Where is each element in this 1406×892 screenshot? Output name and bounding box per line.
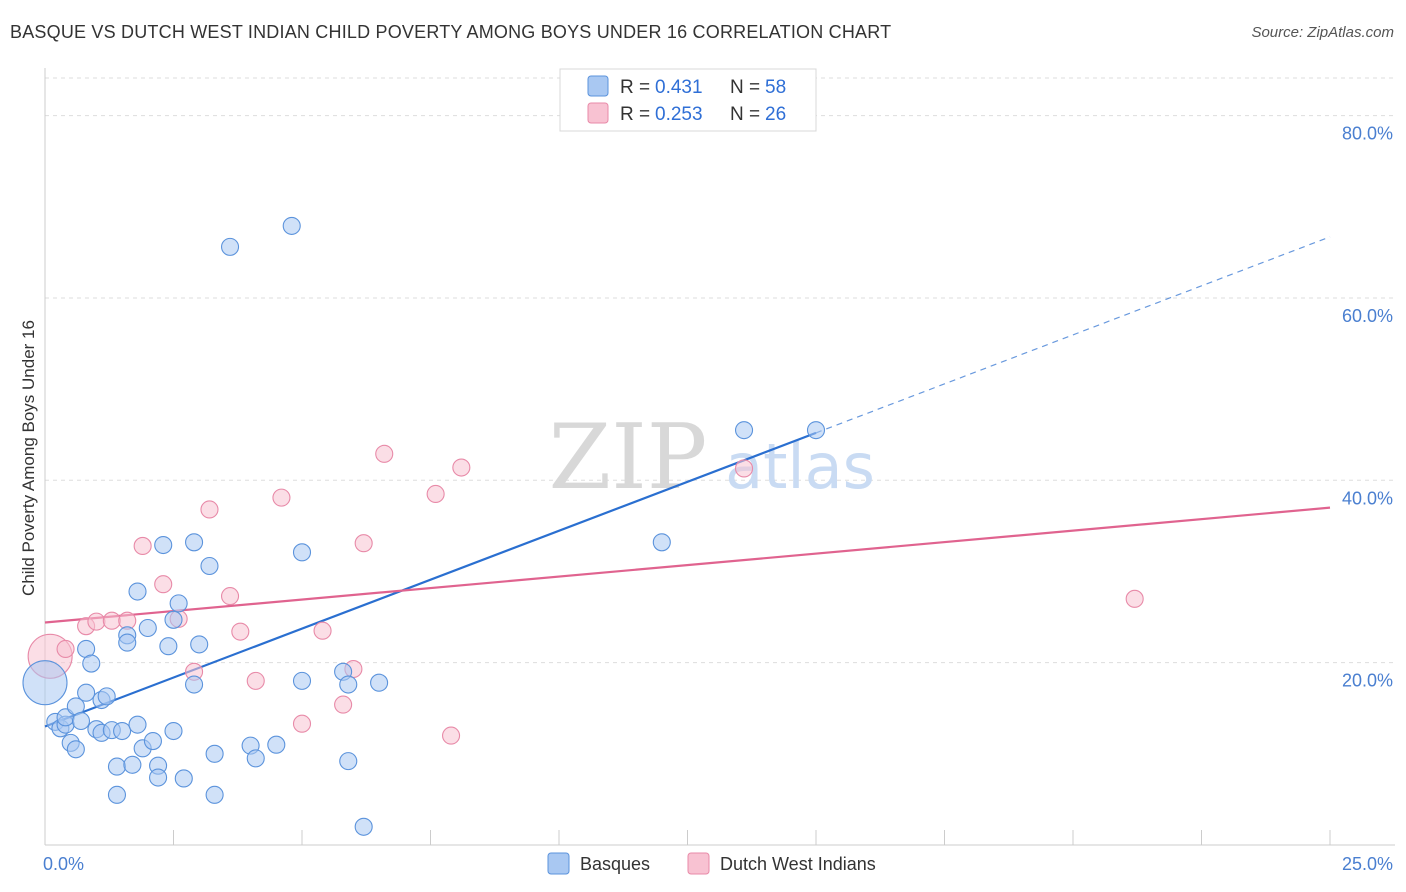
data-point-basques	[164, 721, 183, 741]
trend-line-dwi	[44, 506, 1331, 624]
data-point-basques	[82, 654, 101, 673]
top-legend: R = 0.431 N = 58 R = 0.253 N = 26	[559, 68, 817, 132]
data-point-dwi	[133, 536, 152, 555]
data-point-basques	[77, 683, 96, 702]
chart-title: BASQUE VS DUTCH WEST INDIAN CHILD POVERT…	[10, 22, 892, 42]
data-point-basques	[339, 752, 358, 771]
data-point-dwi	[231, 622, 250, 641]
data-points	[22, 216, 1144, 836]
legend-n-value-1: 58	[765, 77, 786, 98]
x-tick-labels: 0.0% 25.0%	[43, 854, 1393, 874]
y-axis-title: Child Poverty Among Boys Under 16	[19, 320, 38, 596]
data-point-basques	[107, 757, 127, 776]
data-point-basques	[128, 582, 147, 601]
data-point-dwi	[200, 500, 219, 519]
data-point-dwi	[452, 458, 471, 477]
data-point-basques	[154, 535, 173, 555]
legend-n-label-2: N =	[730, 104, 760, 125]
data-point-basques	[267, 735, 286, 754]
legend-swatch-basques	[587, 75, 609, 97]
data-point-basques	[282, 216, 301, 235]
data-point-basques	[292, 671, 312, 690]
data-point-basques	[149, 768, 168, 787]
data-point-basques	[66, 740, 85, 759]
y-tick-label: 40.0%	[1342, 488, 1393, 508]
data-point-dwi	[272, 488, 291, 507]
y-tick-label: 60.0%	[1342, 306, 1393, 326]
data-point-dwi	[354, 534, 373, 553]
data-point-basques	[22, 660, 68, 706]
data-point-basques	[370, 673, 389, 692]
bottom-legend: Basques Dutch West Indians	[547, 852, 876, 875]
legend-r-value-2: 0.253	[655, 104, 703, 125]
data-point-dwi	[313, 621, 332, 640]
y-tick-label: 80.0%	[1342, 124, 1393, 144]
x-tick-label: 0.0%	[43, 854, 84, 874]
data-point-basques	[246, 749, 265, 768]
data-point-basques	[113, 721, 132, 741]
data-point-dwi	[246, 671, 265, 690]
data-point-basques	[159, 637, 178, 656]
data-point-dwi	[734, 459, 754, 478]
data-point-basques	[200, 556, 219, 576]
data-point-basques	[185, 533, 204, 552]
y-tick-label: 20.0%	[1342, 671, 1393, 691]
trend-lines	[44, 236, 1331, 728]
data-point-dwi	[87, 612, 106, 631]
grid-lines	[45, 77, 1395, 664]
axes	[44, 68, 1395, 846]
data-point-basques	[220, 237, 240, 256]
data-point-basques	[164, 610, 183, 629]
data-point-basques	[205, 744, 224, 763]
bottom-legend-swatch-dwi	[687, 852, 710, 875]
source-label: Source: ZipAtlas.com	[1251, 24, 1394, 41]
data-point-basques	[190, 635, 209, 654]
bottom-legend-swatch-basques	[547, 852, 570, 875]
data-point-basques	[97, 687, 116, 706]
trend-line-basques	[44, 431, 817, 728]
data-point-basques	[354, 817, 373, 836]
data-point-dwi	[442, 726, 461, 745]
y-tick-labels: 20.0% 40.0% 60.0% 80.0%	[1342, 124, 1393, 691]
data-point-basques	[185, 675, 204, 694]
legend-swatch-dwi	[587, 102, 609, 124]
data-point-dwi	[334, 695, 353, 714]
data-point-dwi	[1125, 589, 1144, 608]
legend-r-value-1: 0.431	[655, 77, 703, 98]
legend-n-label-1: N =	[730, 77, 760, 98]
data-point-basques	[118, 633, 137, 652]
watermark-zip: ZIP	[549, 405, 708, 510]
data-point-basques	[123, 755, 142, 774]
data-point-basques	[143, 732, 162, 751]
data-point-basques	[71, 711, 91, 731]
data-point-basques	[107, 785, 127, 804]
data-point-basques	[292, 543, 312, 562]
data-point-basques	[339, 675, 358, 694]
data-point-basques	[734, 421, 754, 440]
data-point-basques	[652, 533, 671, 552]
legend-r-label-2: R =	[620, 104, 650, 125]
data-point-basques	[205, 785, 224, 804]
watermark: ZIP atlas	[549, 405, 875, 510]
data-point-basques	[138, 618, 157, 638]
data-point-basques	[128, 715, 147, 734]
bottom-legend-label-basques: Basques	[580, 854, 650, 874]
data-point-basques	[174, 769, 193, 788]
data-point-dwi	[154, 575, 173, 594]
bottom-legend-label-dwi: Dutch West Indians	[720, 854, 876, 874]
data-point-dwi	[220, 587, 240, 606]
data-point-dwi	[426, 484, 445, 504]
data-point-dwi	[375, 444, 394, 463]
trend-line-dashed-basques	[815, 236, 1331, 434]
data-point-dwi	[102, 611, 121, 630]
data-point-basques	[806, 421, 826, 440]
data-point-basques	[169, 594, 188, 613]
x-tick-label: 25.0%	[1342, 854, 1393, 874]
data-point-dwi	[292, 714, 312, 733]
data-point-dwi	[56, 639, 75, 659]
legend-n-value-2: 26	[765, 104, 786, 125]
legend-r-label-1: R =	[620, 77, 650, 98]
